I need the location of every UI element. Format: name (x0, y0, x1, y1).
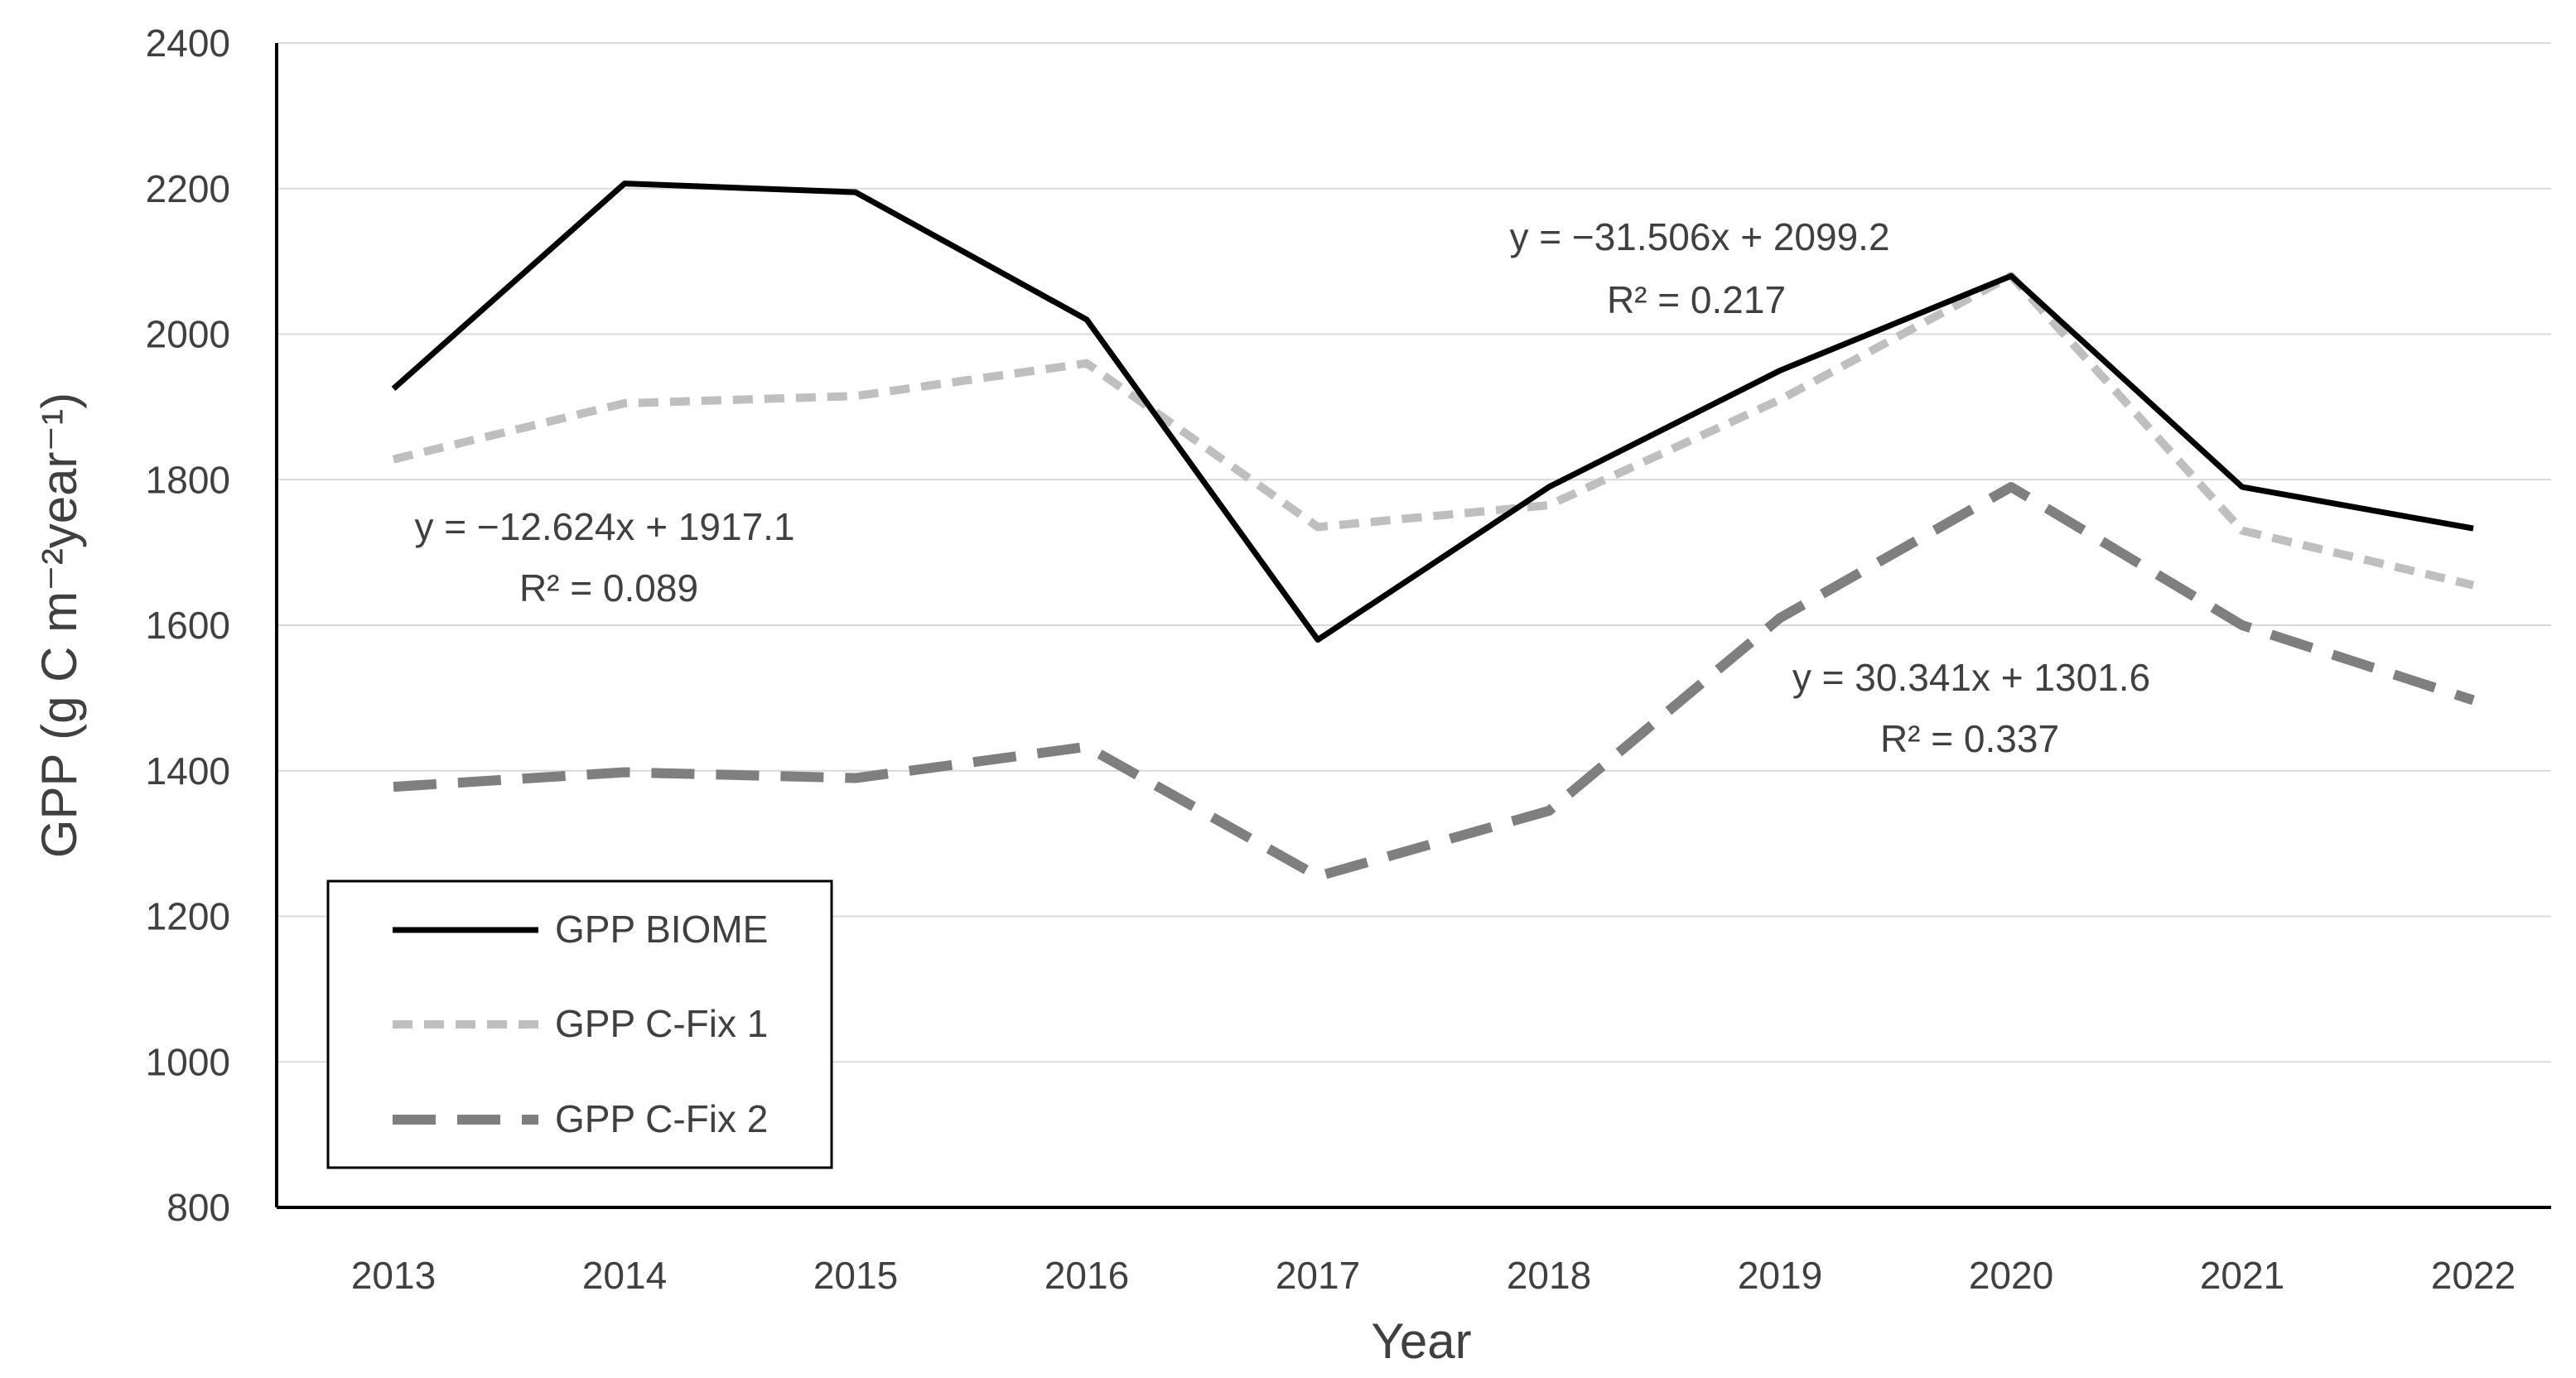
y-tick-label: 2400 (146, 22, 230, 65)
y-tick-label: 2200 (146, 167, 230, 210)
axes (275, 43, 2551, 1209)
x-axis-title: Year (1371, 1313, 1471, 1369)
x-tick-label: 2022 (2431, 1254, 2516, 1297)
x-tick-labels: 2013 2014 2015 2016 2017 2018 2019 2020 2021 2022 (351, 1254, 2516, 1297)
y-tick-label: 1600 (146, 604, 230, 647)
annotation-c-fix-2: y = 30.341x + 1301.6 R² = 0.337 (1792, 656, 2150, 760)
y-tick-label: 2000 (146, 313, 230, 356)
annotation-c-fix-1: y = −12.624x + 1917.1 R² = 0.089 (414, 505, 794, 610)
y-tick-labels: 800 1000 1200 1400 1600 1800 2000 2200 2400 (146, 22, 230, 1229)
series-line-gpp-c-fix-1 (392, 272, 2475, 590)
legend: GPP BIOME GPP C-Fix 1 GPP C-Fix 2 (326, 879, 833, 1169)
x-tick-label: 2021 (2200, 1254, 2284, 1297)
annotation-biome-equation: y = −31.506x + 2099.2 (1509, 215, 1889, 258)
annotation-c-fix-1-equation: y = −12.624x + 1917.1 (414, 505, 794, 548)
annotation-c-fix-2-r2: R² = 0.337 (1880, 717, 2059, 760)
x-tick-label: 2018 (1507, 1254, 1591, 1297)
annotation-c-fix-2-equation: y = 30.341x + 1301.6 (1792, 656, 2150, 699)
series-lines (391, 181, 2475, 882)
x-tick-label: 2017 (1276, 1254, 1360, 1297)
x-tick-label: 2019 (1738, 1254, 1822, 1297)
y-tick-label: 800 (166, 1186, 230, 1229)
legend-label-biome: GPP BIOME (555, 908, 768, 951)
y-tick-label: 1000 (146, 1040, 230, 1083)
series-line-gpp-biome (391, 181, 2474, 643)
y-tick-label: 1200 (146, 895, 230, 938)
legend-label-c-fix-2: GPP C-Fix 2 (555, 1097, 768, 1140)
x-tick-label: 2015 (813, 1254, 898, 1297)
series-line-gpp-c-fix-2 (393, 482, 2475, 882)
x-tick-label: 2013 (351, 1254, 436, 1297)
y-tick-label: 1800 (146, 458, 230, 501)
x-tick-label: 2014 (582, 1254, 667, 1297)
y-axis-title: GPP (g C m⁻²year⁻¹) (31, 393, 87, 858)
x-tick-label: 2020 (1969, 1254, 2053, 1297)
annotation-c-fix-1-r2: R² = 0.089 (519, 566, 698, 610)
annotation-biome: y = −31.506x + 2099.2 R² = 0.217 (1509, 215, 1889, 321)
x-tick-label: 2016 (1044, 1254, 1129, 1297)
y-tick-label: 1400 (146, 749, 230, 793)
legend-label-c-fix-1: GPP C-Fix 1 (555, 1002, 768, 1045)
annotation-biome-r2: R² = 0.217 (1607, 278, 1786, 321)
